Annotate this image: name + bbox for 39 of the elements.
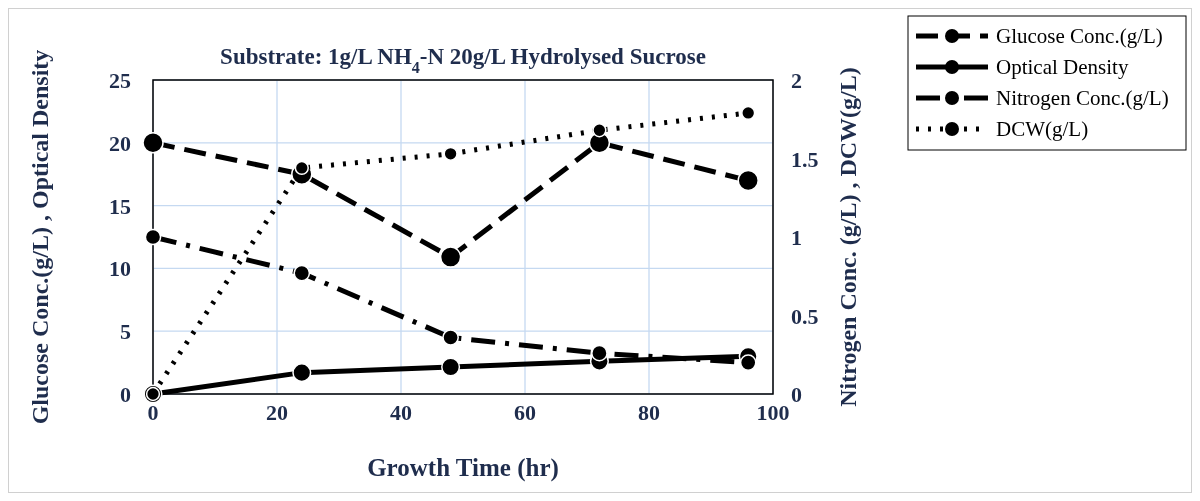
chart-title: Substrate: 1g/L NH$_{4}$-N 20g/L Hydrolysed Sucrose: [220, 44, 706, 76]
point: [592, 123, 607, 138]
y2-tick-label: 1.5: [791, 146, 819, 172]
legend-label: Optical Density: [996, 55, 1129, 79]
y2-tick-label: 2: [791, 68, 802, 93]
point: [292, 363, 312, 383]
y2-tick-label: 0.5: [791, 303, 819, 329]
y-tick-label: 20: [109, 130, 131, 156]
y-tick-label: 0: [120, 382, 131, 407]
x-tick-label: 0: [147, 400, 159, 425]
x-tick-label: 40: [390, 400, 412, 425]
x-tick-label: 60: [514, 400, 536, 425]
point: [294, 160, 309, 176]
x-axis-title: Growth Time (hr): [367, 454, 559, 482]
y-axis-title: Glucose Conc.(g/L) , Optical Density: [27, 49, 53, 425]
y-tick-label: 5: [120, 319, 131, 345]
y-tick-label: 10: [109, 256, 131, 282]
point: [441, 357, 461, 377]
y2-tick-label: 0: [791, 382, 802, 407]
point: [442, 329, 459, 346]
point: [737, 169, 759, 192]
y2-tick-label: 1: [791, 225, 802, 250]
point: [443, 146, 458, 161]
x-tick-label: 100: [756, 400, 790, 425]
point: [739, 354, 757, 371]
y2-axis-title: Nitrogen Conc. (g/L) , DCW(g/L): [835, 67, 861, 407]
legend-label: Glucose Conc.(g/L): [996, 24, 1163, 48]
point: [439, 246, 462, 268]
x-tick-label: 80: [638, 400, 660, 425]
legend-label: Nitrogen Conc.(g/L): [996, 86, 1169, 110]
point: [293, 264, 311, 282]
y-tick-label: 15: [109, 193, 131, 219]
point: [144, 228, 162, 246]
y-tick-label: 25: [109, 68, 131, 93]
x-tick-label: 20: [266, 400, 288, 425]
point: [741, 105, 756, 121]
point: [142, 132, 164, 154]
point: [591, 344, 608, 362]
legend-label: DCW(g/L): [996, 117, 1089, 141]
